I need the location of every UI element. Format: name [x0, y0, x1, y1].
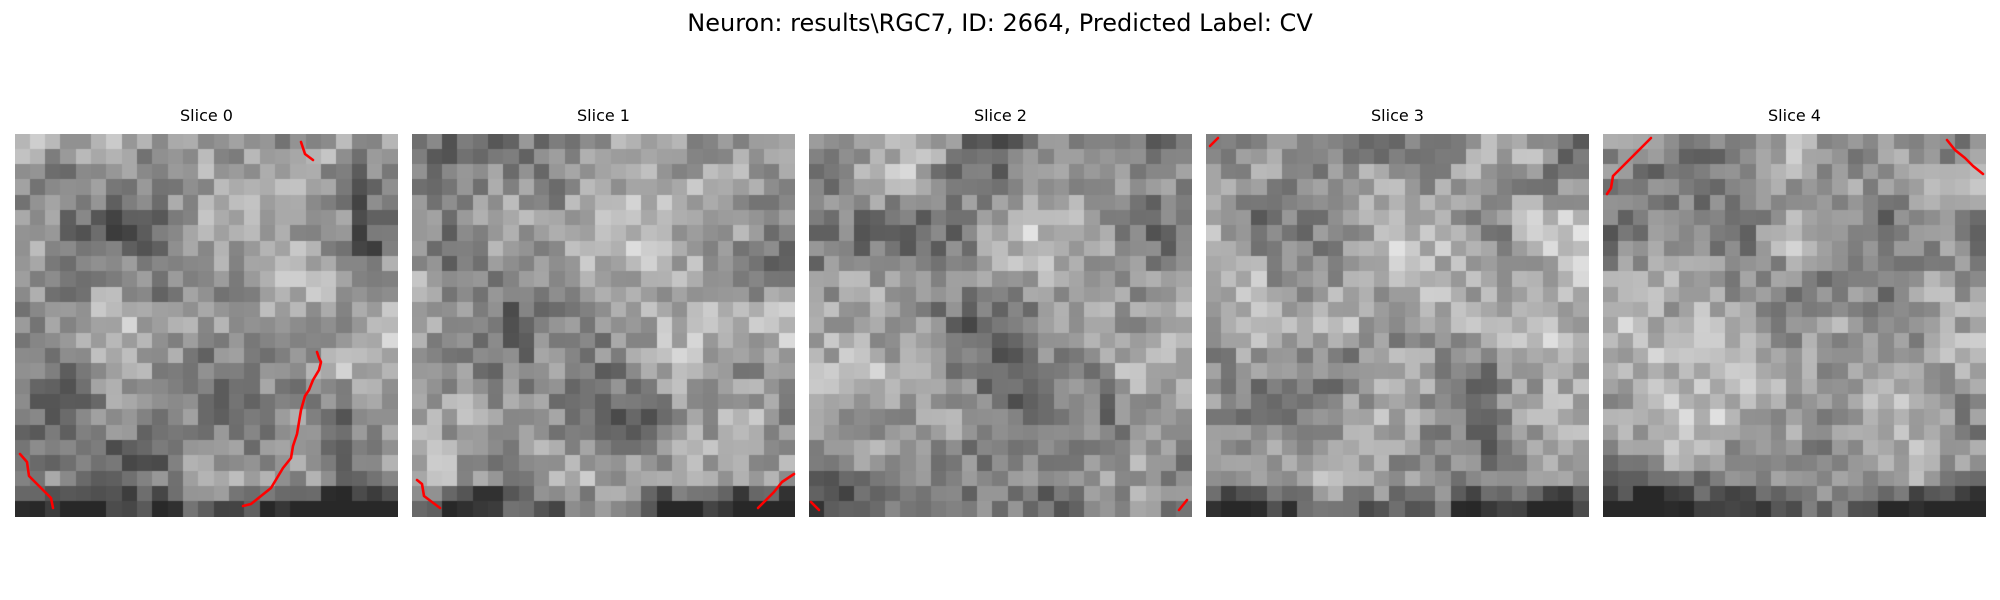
slice-image	[1206, 134, 1589, 517]
figure-title: Neuron: results\RGC7, ID: 2664, Predicte…	[687, 9, 1313, 37]
slice-title: Slice 1	[577, 106, 630, 125]
slice-title: Slice 3	[1371, 106, 1424, 125]
slice-title: Slice 0	[180, 106, 233, 125]
slice-image	[1603, 134, 1986, 517]
slice-image	[809, 134, 1192, 517]
slice-title: Slice 4	[1768, 106, 1821, 125]
slice-title: Slice 2	[974, 106, 1027, 125]
slice-image	[15, 134, 398, 517]
slice-image	[412, 134, 795, 517]
